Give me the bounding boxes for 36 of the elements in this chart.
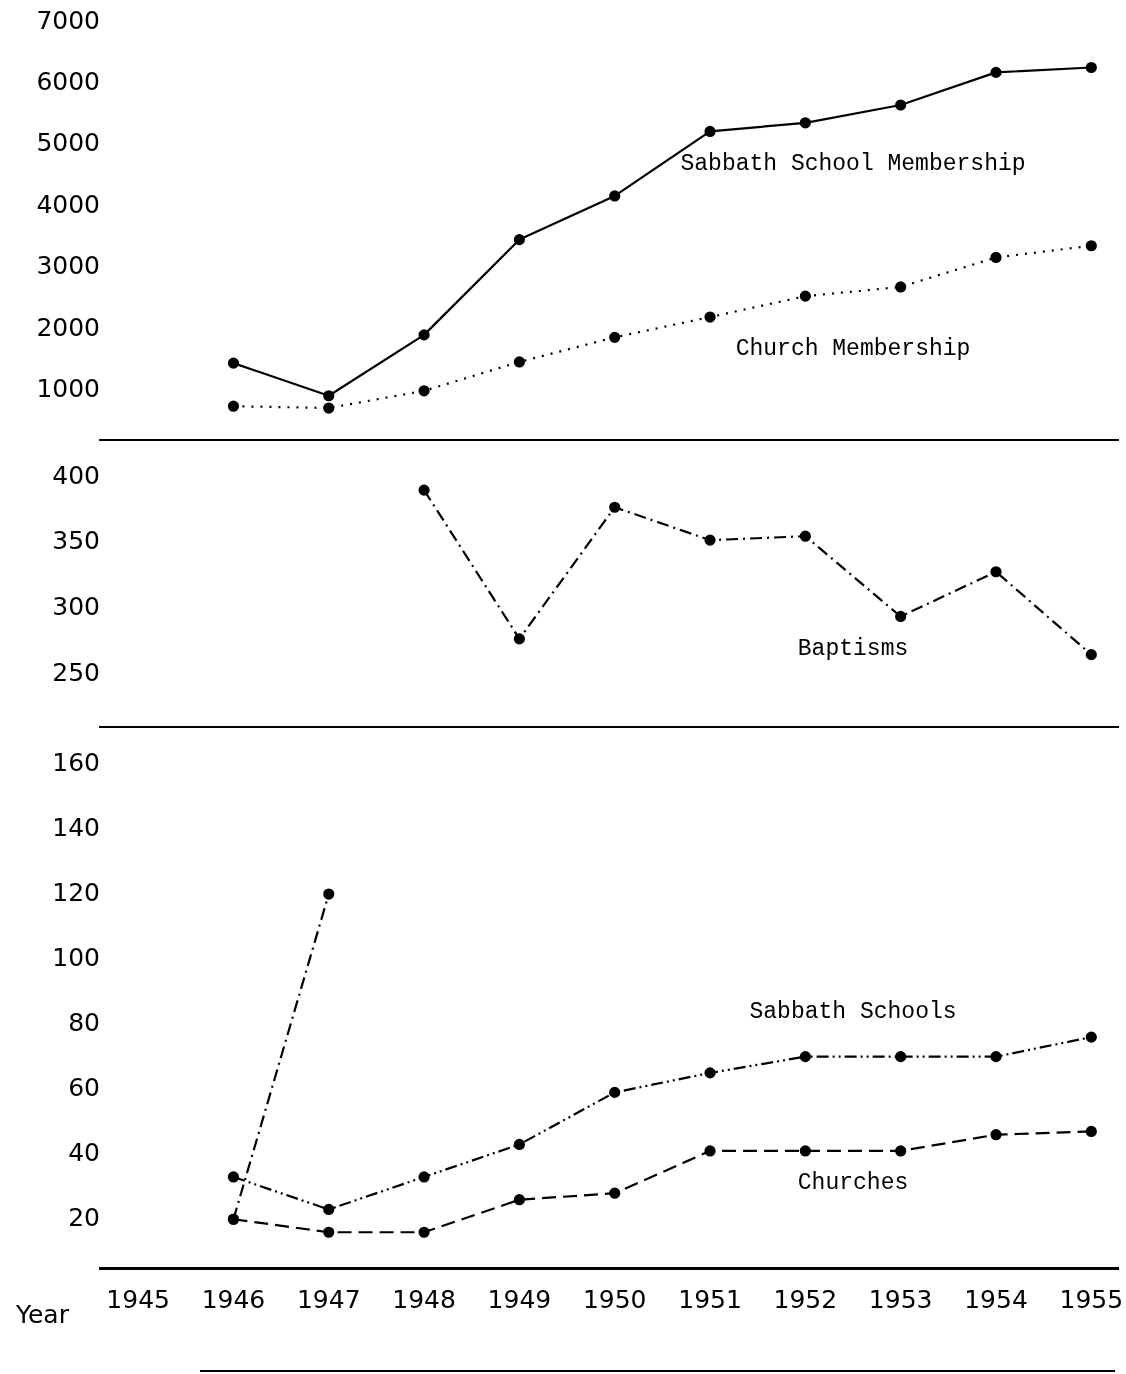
x-tick-label: 1945: [106, 1284, 170, 1314]
y-tick-label: 60: [68, 1072, 100, 1102]
y-tick-label: 250: [52, 657, 100, 687]
x-tick-label: 1955: [1059, 1284, 1124, 1314]
y-tick-label: 5000: [36, 128, 100, 158]
y-tick-label: 2000: [36, 312, 100, 342]
series-label: Sabbath School Membership: [680, 150, 1026, 177]
x-axis-title: Year: [15, 1299, 70, 1329]
x-tick-label: 1947: [296, 1284, 361, 1314]
y-tick-label: 120: [52, 877, 100, 907]
y-tick-label: 160: [52, 747, 100, 777]
y-tick-label: 4000: [36, 189, 100, 219]
x-tick-label: 1953: [868, 1284, 933, 1314]
x-tick-label: 1949: [487, 1284, 552, 1314]
y-tick-label: 1000: [36, 374, 100, 404]
y-tick-label: 100: [52, 942, 100, 972]
y-tick-label: 40: [68, 1137, 100, 1167]
x-tick-label: 1946: [201, 1284, 266, 1314]
y-tick-label: 7000: [36, 5, 100, 35]
y-tick-label: 300: [52, 592, 100, 622]
series-label: Churches: [797, 1170, 909, 1197]
y-tick-label: 6000: [36, 66, 100, 96]
x-tick-label: 1948: [392, 1284, 456, 1314]
x-tick-label: 1952: [773, 1284, 838, 1314]
y-tick-label: 140: [52, 812, 100, 842]
series-label: Sabbath Schools: [749, 998, 957, 1025]
x-tick-label: 1954: [964, 1284, 1028, 1314]
y-tick-label: 80: [68, 1007, 100, 1037]
y-tick-label: 20: [68, 1202, 100, 1232]
series-label: Baptisms: [797, 635, 909, 662]
y-tick-label: 3000: [36, 251, 100, 281]
x-tick-label: 1950: [582, 1284, 647, 1314]
x-tick-label: 1951: [678, 1284, 742, 1314]
y-tick-label: 400: [52, 460, 100, 490]
y-tick-label: 350: [52, 526, 100, 556]
series-label: Church Membership: [735, 336, 971, 363]
